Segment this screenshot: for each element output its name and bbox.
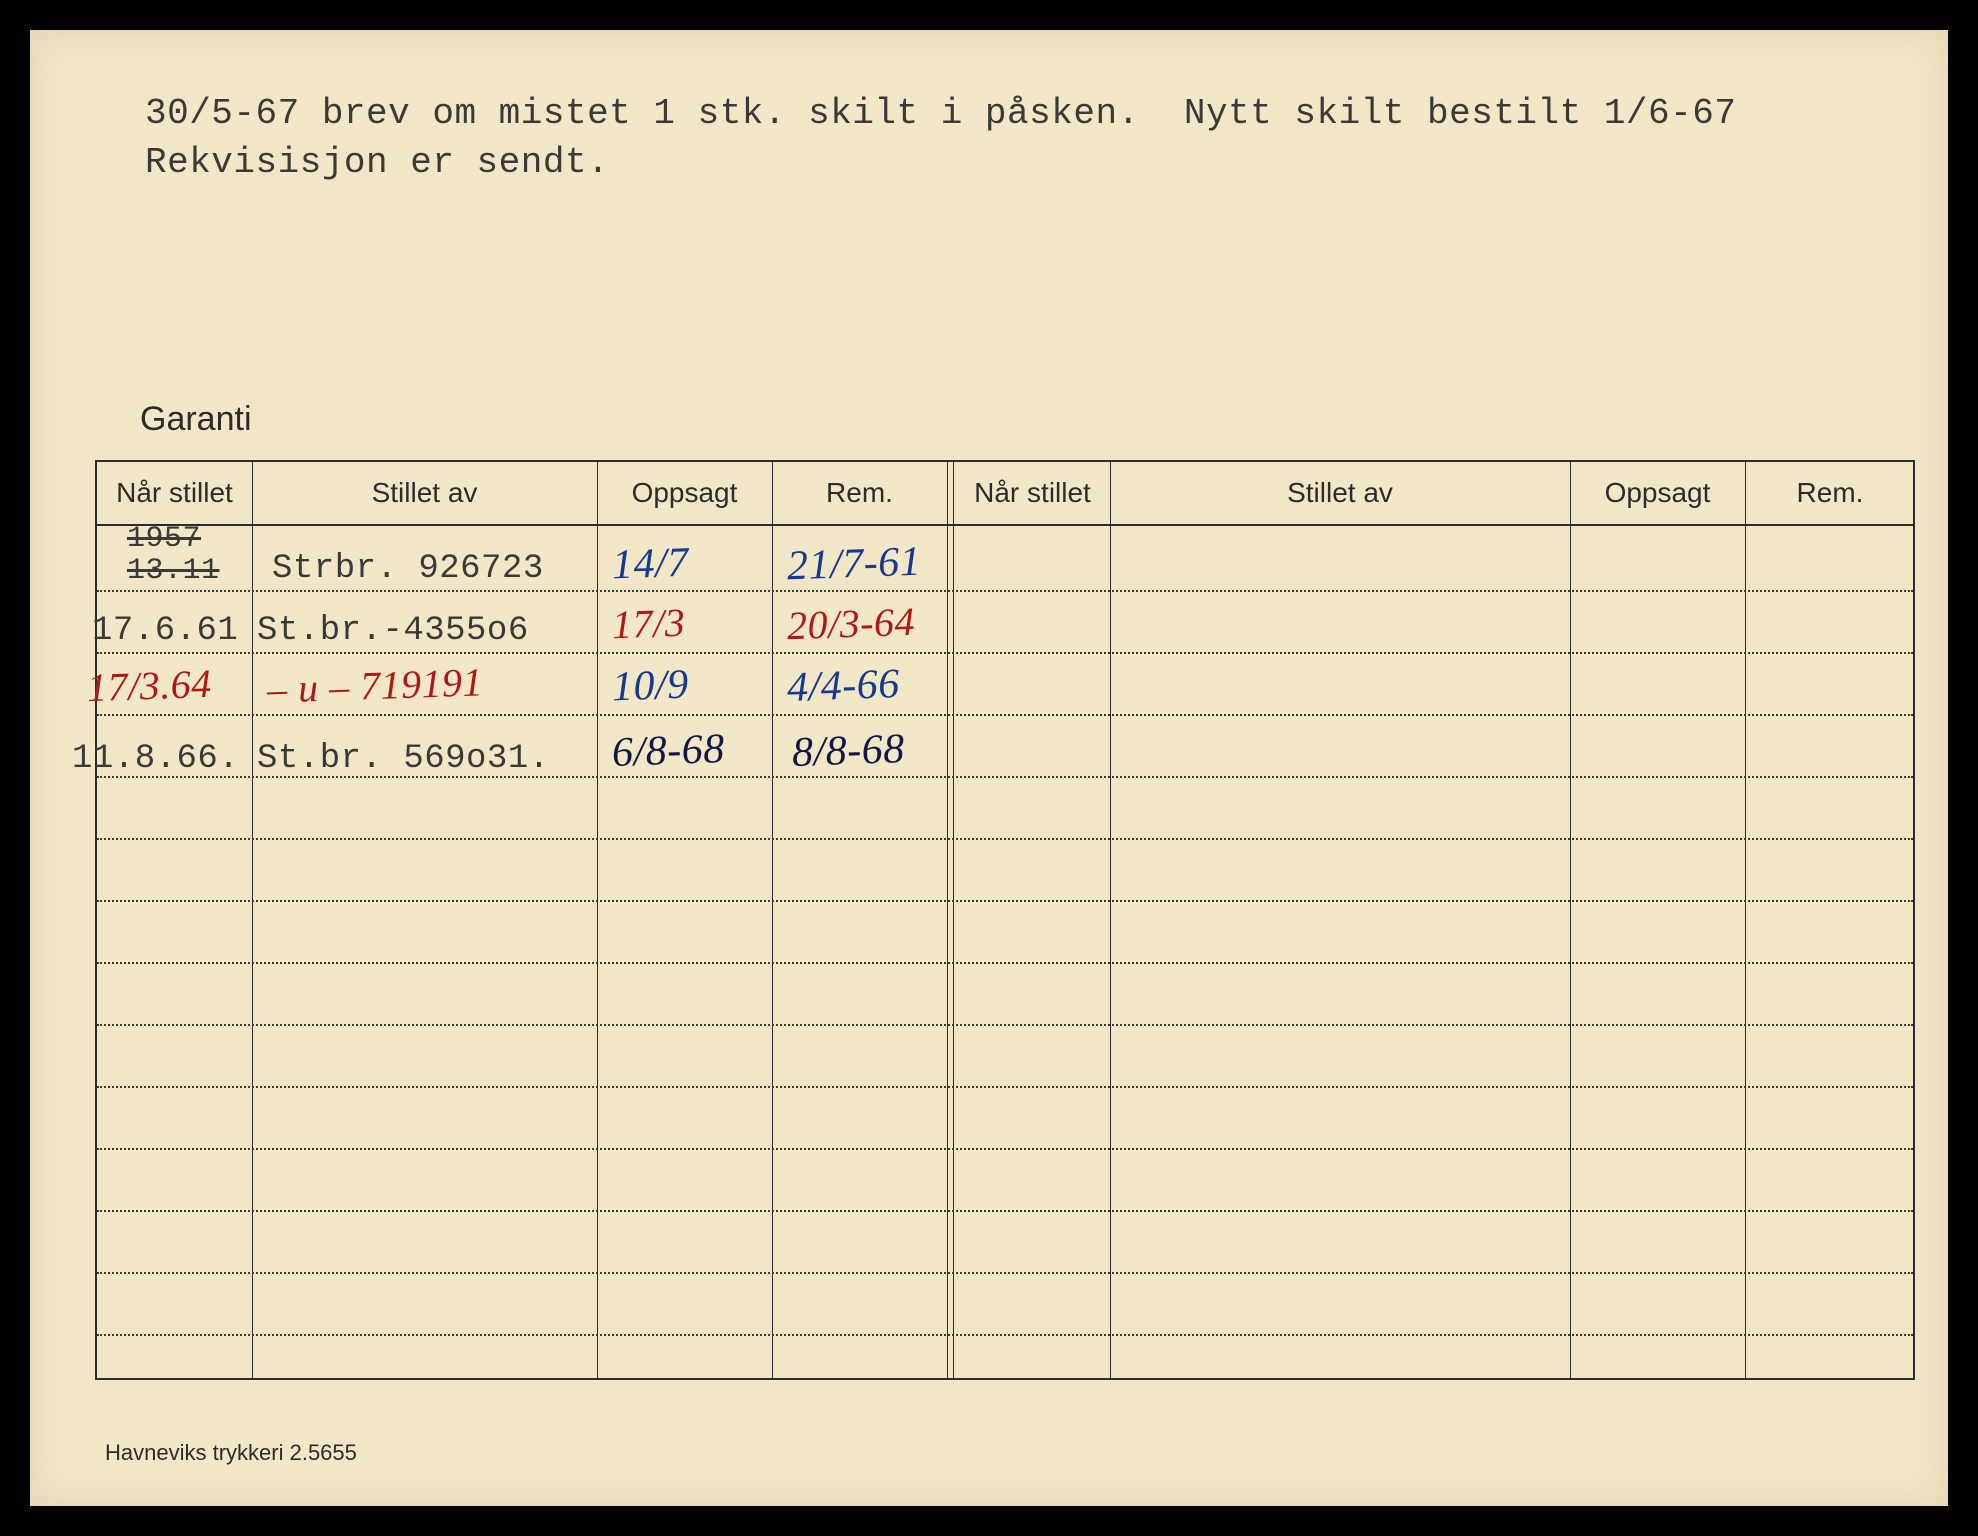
row-divider <box>97 1086 1913 1088</box>
vline-double <box>947 462 948 1378</box>
cell-stillet-av-2: St.br.-4355o6 <box>257 612 529 650</box>
cell-oppsagt-1: 14/7 <box>611 539 689 590</box>
row-divider <box>97 838 1913 840</box>
th-nar-stillet-l: Når stillet <box>97 462 252 524</box>
row-divider <box>97 714 1913 716</box>
cell-nar-stillet-2: 17.6.61 <box>92 612 238 650</box>
row-divider <box>97 590 1913 592</box>
cell-rem-3: 4/4-66 <box>786 660 900 712</box>
cell-nar-stillet-1: 195713.11 <box>127 524 220 587</box>
vline <box>772 462 773 1378</box>
cell-nar-stillet-4: 11.8.66. <box>72 740 239 778</box>
row-divider <box>97 1024 1913 1026</box>
cell-oppsagt-3: 10/9 <box>611 661 689 712</box>
table-header-row: Når stillet Stillet av Oppsagt Rem. Når … <box>97 462 1913 526</box>
th-stillet-av-l: Stillet av <box>252 462 597 524</box>
cell-oppsagt-4: 6/8-68 <box>611 725 725 777</box>
index-card: 30/5-67 brev om mistet 1 stk. skilt i på… <box>30 30 1948 1506</box>
cell-rem-1: 21/7-61 <box>786 538 922 591</box>
cell-oppsagt-2: 17/3 <box>611 599 686 649</box>
cell-nar-stillet-3: 17/3.64 <box>86 660 212 711</box>
th-nar-stillet-r: Når stillet <box>955 462 1110 524</box>
vline <box>1110 462 1111 1378</box>
cell-nar-stillet-1-text: 195713.11 <box>127 522 220 588</box>
vline <box>1570 462 1571 1378</box>
header-line1: 30/5-67 brev om mistet 1 stk. skilt i på… <box>145 93 1736 134</box>
cell-stillet-av-4: St.br. 569o31. <box>257 740 550 778</box>
row-divider <box>97 1272 1913 1274</box>
th-oppsagt-r: Oppsagt <box>1570 462 1745 524</box>
vline <box>597 462 598 1378</box>
row-divider <box>97 1148 1913 1150</box>
row-divider <box>97 1210 1913 1212</box>
row-divider <box>97 652 1913 654</box>
cell-stillet-av-3: – u – 719191 <box>266 658 484 713</box>
garanti-table: Når stillet Stillet av Oppsagt Rem. Når … <box>95 460 1915 1380</box>
row-divider <box>97 1334 1913 1336</box>
section-title-garanti: Garanti <box>140 400 252 439</box>
header-line2: Rekvisisjon er sendt. <box>145 142 609 183</box>
th-oppsagt-l: Oppsagt <box>597 462 772 524</box>
vline <box>252 462 253 1378</box>
vline <box>1745 462 1746 1378</box>
th-stillet-av-r: Stillet av <box>1110 462 1570 524</box>
cell-rem-2: 20/3-64 <box>786 598 915 649</box>
cell-stillet-av-1: Strbr. 926723 <box>272 550 544 588</box>
th-rem-l: Rem. <box>772 462 947 524</box>
row-divider <box>97 900 1913 902</box>
th-rem-r: Rem. <box>1745 462 1915 524</box>
cell-rem-4: 8/8-68 <box>791 725 905 777</box>
footer-imprint: Havneviks trykkeri 2.5655 <box>105 1440 357 1466</box>
row-divider <box>97 962 1913 964</box>
header-note: 30/5-67 brev om mistet 1 stk. skilt i på… <box>145 90 1915 187</box>
